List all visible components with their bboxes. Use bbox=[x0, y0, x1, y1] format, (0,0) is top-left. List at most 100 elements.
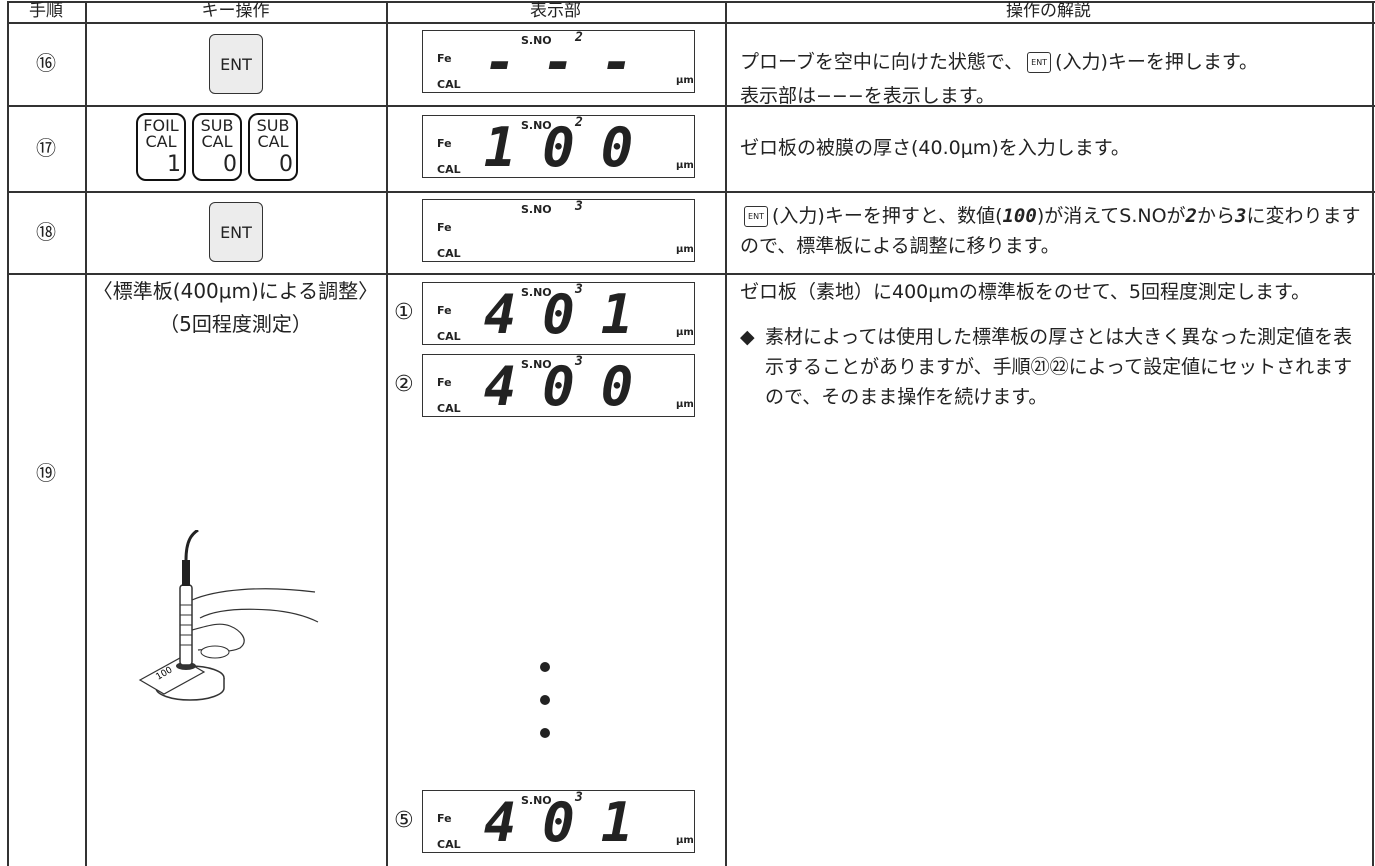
key-label: ENT bbox=[220, 54, 252, 74]
lcd-display: S.NO 2 Fe --- μm CAL bbox=[422, 30, 695, 93]
text: 素材によっては使用した標準板の厚さとは大きく異なった測定値を表示することがありま… bbox=[765, 326, 1353, 408]
rule bbox=[725, 1, 727, 866]
sno: 2 bbox=[575, 115, 583, 130]
unit: μm bbox=[676, 75, 694, 86]
marker: ② bbox=[394, 372, 414, 397]
text: に変わりますので、標準板による調整に移ります。 bbox=[740, 205, 1361, 257]
illustration: 100 bbox=[138, 530, 319, 701]
main-value: 100 bbox=[483, 116, 660, 179]
fe: Fe bbox=[437, 812, 452, 825]
cal: CAL bbox=[437, 247, 461, 260]
sno: 3 bbox=[575, 354, 583, 369]
dot bbox=[540, 662, 550, 672]
lcd-display: S.NO 3 Fe μm CAL bbox=[422, 199, 695, 262]
header-cell: 表示部 bbox=[530, 1, 581, 21]
cal: CAL bbox=[437, 163, 461, 176]
main-value: 400 bbox=[483, 355, 660, 418]
rule bbox=[7, 22, 1375, 24]
sno-label: S.NO bbox=[521, 794, 552, 807]
sno-label: S.NO bbox=[521, 203, 552, 216]
key-label: ENT bbox=[220, 223, 252, 242]
key-num: 0 bbox=[279, 152, 293, 177]
step-number: ⑱ bbox=[36, 220, 56, 244]
unit: μm bbox=[676, 835, 694, 846]
lcd-display: S.NO 2 Fe 100 μm CAL bbox=[422, 115, 695, 178]
fe: Fe bbox=[437, 221, 452, 234]
inline-key: ENT bbox=[744, 206, 768, 227]
rule bbox=[7, 1, 9, 866]
key-num: 1 bbox=[167, 152, 181, 177]
key: SUB CAL 0 bbox=[248, 113, 298, 181]
key-mid: CAL bbox=[145, 132, 177, 151]
main-value: 401 bbox=[483, 283, 660, 346]
sno: 3 bbox=[575, 282, 583, 297]
key: FOIL CAL 1 bbox=[136, 113, 186, 181]
unit: μm bbox=[676, 244, 694, 255]
sno-label: S.NO bbox=[521, 34, 552, 47]
dot bbox=[540, 695, 550, 705]
marker: ① bbox=[394, 300, 414, 325]
unit: μm bbox=[676, 399, 694, 410]
sno-label: S.NO bbox=[521, 119, 552, 132]
key: ENT bbox=[209, 202, 263, 262]
paragraph: 表示部は−−−を表示します。 bbox=[740, 79, 1368, 113]
text: プローブを空中に向けた状態で、 bbox=[740, 51, 1024, 73]
sno-label: S.NO bbox=[521, 286, 552, 299]
rule bbox=[7, 191, 1375, 193]
key-mid: CAL bbox=[201, 132, 233, 151]
lcd-display: S.NO 3 Fe 401 μm CAL bbox=[422, 282, 695, 345]
key-num: 0 bbox=[223, 152, 237, 177]
text: ゼロ板（素地）に400μmの標準板をのせて、5回程度測定します。 bbox=[740, 281, 1311, 303]
explanation: ENT (入力)キーを押すと、数値(100)が消えてS.NOが2から3に変わります… bbox=[740, 201, 1368, 261]
step-number: ⑰ bbox=[36, 136, 56, 160]
inline-key: ENT bbox=[1027, 52, 1052, 73]
text: から bbox=[1197, 205, 1236, 227]
fe: Fe bbox=[437, 376, 452, 389]
key-top: FOIL bbox=[143, 116, 179, 135]
paragraph: ゼロ板（素地）に400μmの標準板をのせて、5回程度測定します。 bbox=[740, 279, 1368, 306]
fe: Fe bbox=[437, 304, 452, 317]
unit: μm bbox=[676, 327, 694, 338]
sno: 2 bbox=[575, 30, 583, 45]
header-cell: 手順 bbox=[29, 1, 63, 21]
lcd-text: 100 bbox=[1002, 205, 1037, 227]
key: SUB CAL 0 bbox=[192, 113, 242, 181]
caption: 〈標準板(400μm)による調整〉 bbox=[92, 279, 379, 303]
text: (入力)キーを押すと、数値( bbox=[772, 205, 1003, 227]
step-number: ⑲ bbox=[36, 461, 56, 485]
rule bbox=[7, 1, 1375, 3]
dot bbox=[540, 728, 550, 738]
rule bbox=[386, 1, 388, 866]
text: (入力)キーを押します。 bbox=[1055, 51, 1259, 73]
text: ゼロ板の被膜の厚さ(40.0μm)を入力します。 bbox=[740, 137, 1130, 159]
paragraph: ゼロ板の被膜の厚さ(40.0μm)を入力します。 bbox=[740, 131, 1368, 165]
fe: Fe bbox=[437, 52, 452, 65]
rule bbox=[1372, 1, 1374, 866]
marker: ⑤ bbox=[394, 808, 414, 833]
fe: Fe bbox=[437, 137, 452, 150]
lcd-display: S.NO 3 Fe 400 μm CAL bbox=[422, 354, 695, 417]
main-value: 401 bbox=[483, 791, 660, 854]
main-value: --- bbox=[483, 31, 660, 94]
bullet: ◆ bbox=[740, 326, 755, 348]
key-top: SUB bbox=[256, 116, 290, 135]
explanation: プローブを空中に向けた状態で、 ENT (入力)キーを押します。表示部は−−−を表示… bbox=[740, 45, 1368, 113]
explanation: ゼロ板の被膜の厚さ(40.0μm)を入力します。 bbox=[740, 131, 1368, 165]
rule bbox=[7, 273, 1375, 275]
sno: 3 bbox=[575, 790, 583, 805]
paragraph: プローブを空中に向けた状態で、 ENT (入力)キーを押します。 bbox=[740, 45, 1368, 79]
text: 表示部は−−−を表示します。 bbox=[740, 85, 995, 107]
sno-label: S.NO bbox=[521, 358, 552, 371]
step-number: ⑯ bbox=[36, 51, 56, 75]
cal: CAL bbox=[437, 402, 461, 415]
paragraph: ◆ 素材によっては使用した標準板の厚さとは大きく異なった測定値を表示することがあり… bbox=[740, 322, 1368, 412]
key: ENT bbox=[209, 33, 263, 94]
caption: （5回程度測定） bbox=[159, 312, 312, 336]
lcd-text: 2 bbox=[1185, 205, 1197, 227]
lcd-display: S.NO 3 Fe 401 μm CAL bbox=[422, 790, 695, 853]
paragraph: ENT (入力)キーを押すと、数値(100)が消えてS.NOが2から3に変わります… bbox=[740, 201, 1368, 261]
header-cell: 操作の解説 bbox=[1006, 1, 1091, 21]
text: )が消えてS.NOが bbox=[1036, 205, 1186, 227]
cal: CAL bbox=[437, 330, 461, 343]
